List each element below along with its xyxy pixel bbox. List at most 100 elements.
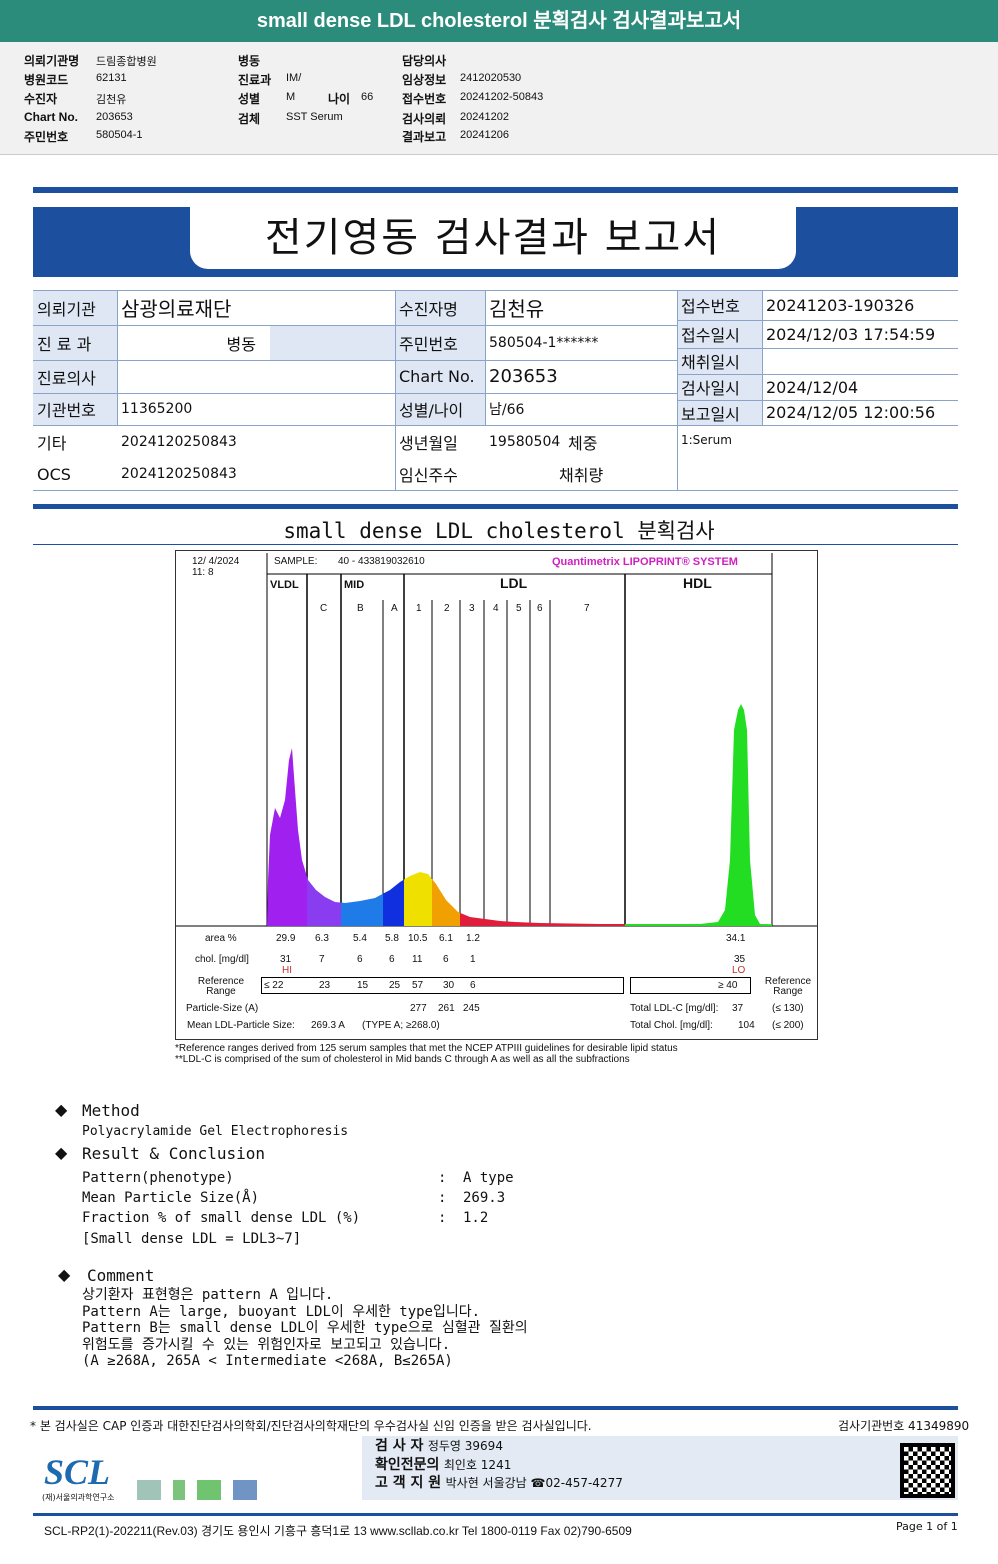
info-label: 결과보고 bbox=[402, 130, 447, 144]
table-chart: 203653 bbox=[489, 366, 558, 387]
chol-value: 6 bbox=[389, 954, 395, 965]
reference-range-box-hdl bbox=[630, 977, 751, 994]
brand-logo: Quantimetrix LIPOPRINT® SYSTEM bbox=[552, 556, 738, 568]
area-value: 29.9 bbox=[276, 933, 296, 944]
table-sexage-label: 성별/나이 bbox=[395, 393, 485, 425]
report-title: 전기영동 검사결과 보고서 bbox=[190, 207, 796, 269]
info-value: 20241206 bbox=[460, 129, 509, 141]
chol-value: 11 bbox=[412, 954, 423, 965]
comment-line: Pattern B는 small dense LDL이 우세한 type으로 심… bbox=[82, 1320, 528, 1336]
table-volume-label: 채취량 bbox=[559, 466, 604, 485]
chol-value: 6 bbox=[357, 954, 363, 965]
group-label-vldl: VLDL bbox=[270, 579, 299, 591]
table-ocs: 2024120250843 bbox=[121, 466, 237, 482]
table-ward: 병동 bbox=[226, 334, 256, 354]
area-value: 5.4 bbox=[353, 933, 367, 944]
table-line bbox=[117, 290, 118, 425]
info-value: 20241202 bbox=[460, 111, 509, 123]
peak-ldl-3-7 bbox=[460, 704, 625, 926]
comment-text: 상기환자 표현형은 pattern A 입니다. Pattern A는 large… bbox=[82, 1287, 528, 1370]
band-label: 5 bbox=[516, 603, 522, 614]
result-value: 1.2 bbox=[463, 1210, 489, 1226]
result-colon: : bbox=[438, 1190, 447, 1206]
comment-line: (A ≥268A, 265A < Intermediate <268A, B≤2… bbox=[82, 1353, 453, 1369]
table-inst: 삼광의료재단 bbox=[121, 297, 232, 321]
band-label: 6 bbox=[537, 603, 543, 614]
table-report-label: 보고일시 bbox=[677, 400, 762, 425]
tester-label: 검 사 자 bbox=[375, 1438, 424, 1454]
peak-hdl bbox=[625, 704, 772, 926]
reference-hdl: ≥ 40 bbox=[718, 980, 738, 991]
hdl-flag: LO bbox=[732, 965, 746, 976]
group-label-ldl: LDL bbox=[500, 575, 528, 591]
reference-range-label-right: Reference Range bbox=[764, 976, 812, 997]
comment-line: 위험도를 증가시킬 수 있는 위험인자로 보고되고 있습니다. bbox=[82, 1336, 451, 1353]
reference-value: 25 bbox=[389, 980, 401, 991]
group-label-mid: MID bbox=[344, 579, 365, 591]
band-label: 2 bbox=[444, 603, 450, 614]
table-report: 2024/12/05 12:00:56 bbox=[766, 403, 936, 422]
info-value: IM/ bbox=[286, 72, 302, 84]
comment-title: Comment bbox=[87, 1266, 155, 1285]
electropherogram-plot bbox=[176, 553, 817, 927]
table-line bbox=[677, 290, 678, 490]
peak-ldl-2 bbox=[432, 704, 460, 926]
reference-value: 57 bbox=[412, 980, 424, 991]
info-label: 접수번호 bbox=[402, 92, 447, 106]
chol-value: 7 bbox=[319, 954, 325, 965]
reference-value: 6 bbox=[470, 980, 476, 991]
comment-line: Pattern A는 large, buoyant LDL이 우세한 type입… bbox=[82, 1303, 481, 1320]
info-label: 병원코드 bbox=[24, 73, 69, 87]
sample-label: SAMPLE: bbox=[274, 556, 318, 567]
support-label: 고 객 지 원 bbox=[375, 1475, 442, 1491]
table-birth: 19580504 bbox=[489, 433, 561, 450]
age-value: 66 bbox=[361, 91, 374, 103]
reference-value: ≤ 22 bbox=[264, 980, 284, 991]
table-line bbox=[485, 290, 486, 425]
group-label-hdl: HDL bbox=[683, 575, 712, 591]
electropherogram-chart bbox=[175, 550, 818, 1040]
accreditation-logos bbox=[137, 1480, 257, 1500]
table-rrn-label: 주민번호 bbox=[395, 325, 485, 360]
band-label: B bbox=[357, 603, 364, 614]
band-label: 3 bbox=[469, 603, 475, 614]
table-chart-label: Chart No. bbox=[395, 360, 485, 393]
info-value: 2412020530 bbox=[460, 72, 522, 84]
info-label: 병동 bbox=[238, 54, 261, 68]
method-title: Method bbox=[82, 1101, 140, 1120]
report-header-title: small dense LDL cholesterol 분획검사 검사결과보고서 bbox=[0, 0, 998, 42]
particle-size-value: 261 bbox=[438, 1003, 455, 1014]
peak-ldl-1 bbox=[404, 704, 432, 926]
scl-logo-subtitle: (재)서울의과학연구소 bbox=[42, 1493, 115, 1502]
info-label: 임상정보 bbox=[402, 73, 447, 87]
info-value: 203653 bbox=[96, 111, 133, 123]
info-label: 진료과 bbox=[238, 73, 272, 87]
result-title: Result & Conclusion bbox=[82, 1144, 266, 1163]
result-label: Mean Particle Size(Å) bbox=[82, 1190, 260, 1206]
tester: 정두영 39694 bbox=[427, 1439, 503, 1453]
result-value: 269.3 bbox=[463, 1190, 506, 1206]
result-colon: : bbox=[438, 1210, 447, 1226]
info-label: 담당의사 bbox=[402, 54, 447, 68]
table-recv-no-label: 접수번호 bbox=[677, 290, 762, 320]
reference-value: 15 bbox=[357, 980, 369, 991]
footnote: *Reference ranges derived from 125 serum… bbox=[175, 1043, 678, 1054]
info-label: Chart No. bbox=[24, 110, 78, 124]
section-title: small dense LDL cholesterol 분획검사 bbox=[283, 519, 715, 543]
area-label: area % bbox=[205, 933, 237, 944]
patient-info-panel: 의뢰기관명 드림종합병원 병원코드 62131 수진자 김천유 Chart No. 20365… bbox=[0, 42, 998, 155]
table-recv-label: 접수일시 bbox=[677, 320, 762, 348]
table-line bbox=[677, 320, 958, 321]
lab-number: 검사기관번호 41349890 bbox=[838, 1419, 970, 1433]
table-weight-label: 체중 bbox=[568, 433, 598, 453]
table-recv-no: 20241203-190326 bbox=[766, 295, 915, 315]
area-value: 5.8 bbox=[385, 933, 399, 944]
table-line bbox=[762, 290, 763, 425]
divider bbox=[33, 1406, 958, 1410]
table-ocs-label: OCS bbox=[37, 464, 71, 484]
support: 박사현 서울강남 ☎02-457-4277 bbox=[445, 1476, 623, 1490]
particle-size-value: 245 bbox=[463, 1003, 480, 1014]
info-label: 성별 bbox=[238, 92, 261, 106]
table-dept-label: 진 료 과 bbox=[33, 325, 118, 360]
chol-value: 6 bbox=[443, 954, 449, 965]
